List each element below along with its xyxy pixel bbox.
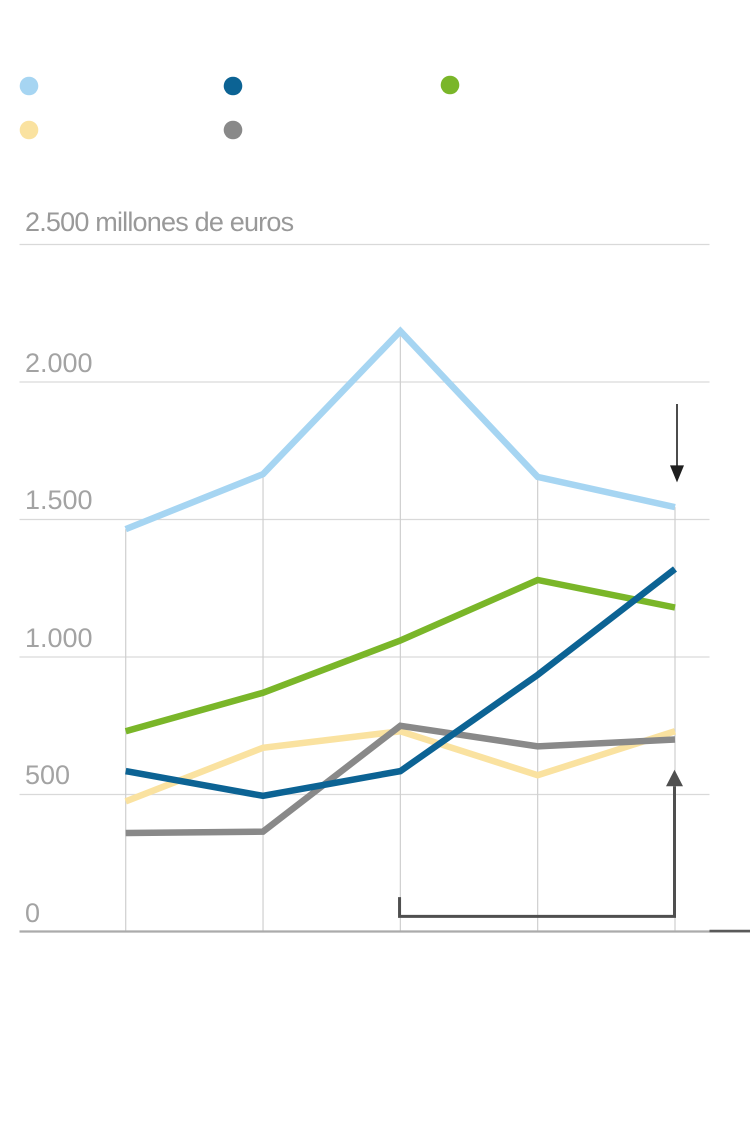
series-line-yellow (124, 727, 676, 805)
y-tick-label: 500 (25, 760, 71, 791)
y-tick-label: 1.000 (25, 622, 93, 653)
legend-dot-light-blue (19, 76, 39, 96)
legend-dot-green (440, 75, 460, 95)
y-tick-label: 0 (25, 897, 41, 928)
y-axis-unit-label: 2.500 millones de euros (25, 207, 294, 237)
down-arrow-head (670, 465, 684, 483)
series-line-dark-blue (125, 566, 677, 800)
up-arrow-bracket (398, 786, 676, 918)
up-arrow-head (666, 769, 683, 787)
legend-dot-gray (223, 120, 243, 140)
y-tick-label: 2.000 (25, 347, 93, 378)
legend-dot-dark-blue (223, 76, 243, 96)
series-line-green (124, 576, 676, 735)
legend-dot-yellow (19, 120, 39, 140)
series-line-gray (125, 722, 676, 837)
y-tick-label: 1.500 (25, 485, 93, 516)
series-line-light-blue (124, 326, 676, 533)
